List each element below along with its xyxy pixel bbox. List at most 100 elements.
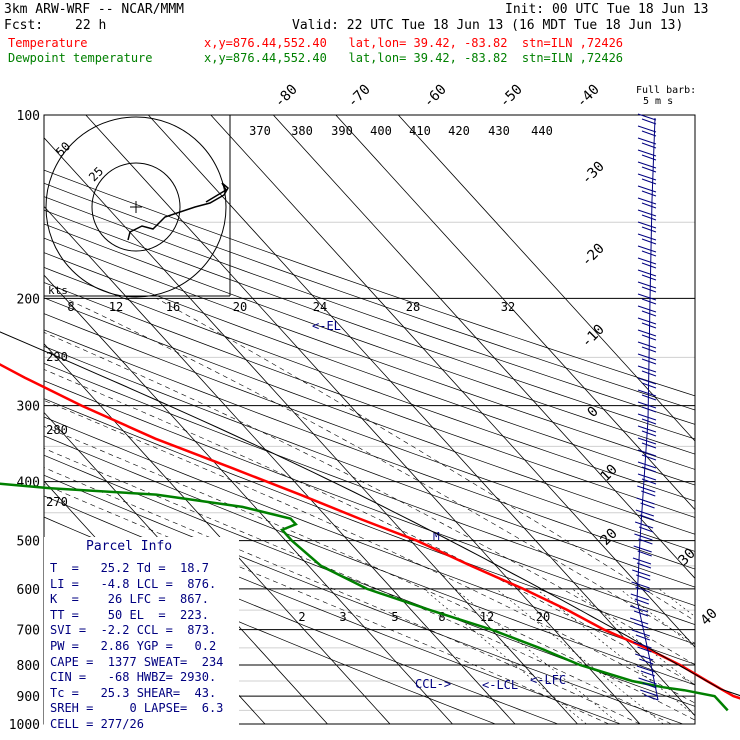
dry-adiabat	[44, 454, 695, 707]
mixing-ratio-label: 12	[480, 610, 494, 624]
isotherm-label: 40	[698, 606, 721, 629]
parcel-info-title: Parcel Info	[86, 539, 173, 554]
isotherm-label: -60	[421, 82, 450, 111]
temperature-location: x,y=876.44,552.40 lat,lon= 39.42, -83.82…	[204, 36, 624, 50]
wind-barb	[637, 161, 657, 173]
dry-adiabat	[44, 169, 695, 397]
wind-speed-label: 12	[109, 300, 123, 314]
mixing-ratio-line	[496, 588, 664, 724]
parcel-info-row: CAPE = 1377 SWEAT= 234	[50, 654, 224, 669]
wind-barb	[637, 329, 657, 341]
pressure-label: 600	[17, 583, 40, 598]
lcl-annotation: <-LCL	[482, 678, 518, 692]
dry-adiabat	[44, 252, 695, 486]
wind-barb	[635, 509, 655, 521]
wind-barb	[637, 137, 657, 149]
parcel-info-row: T = 25.2 Td = 18.7	[50, 561, 209, 575]
wind-barb	[637, 269, 657, 281]
hodograph-ring-label: 50	[53, 139, 73, 159]
pressure-label: 1000	[9, 718, 40, 733]
moist-adiabat	[44, 332, 695, 665]
wind-barb	[637, 485, 656, 497]
wind-barb	[637, 413, 657, 425]
parcel-info-rows: T = 25.2 Td = 18.7 LI = -4.8 LCL = 876. K …	[50, 561, 223, 733]
dry-adiabat	[44, 267, 695, 502]
wind-barb	[637, 185, 657, 197]
pressure-label: 700	[17, 624, 40, 639]
m-annotation: M	[433, 530, 440, 543]
parcel-info-panel: Parcel Info T = 25.2 Td = 18.7 LI = -4.8 …	[44, 537, 239, 733]
dry-adiabat	[44, 495, 622, 724]
wind-speed-label: 20	[233, 300, 247, 314]
isotherm-line	[0, 115, 15, 724]
mixing-ratio-label: 2	[298, 610, 305, 624]
dry-adiabat	[44, 329, 695, 570]
theta-label: 410	[409, 124, 431, 138]
wind-barb	[637, 473, 657, 485]
wind-speed-label: 16	[166, 300, 180, 314]
mixing-ratio-line	[619, 588, 695, 648]
wind-barb	[637, 293, 657, 305]
wind-barb	[632, 557, 652, 569]
theta-label: 380	[291, 124, 313, 138]
mixing-ratio-line	[658, 588, 695, 617]
wind-barb	[629, 605, 649, 617]
pressure-label: 200	[17, 292, 40, 307]
theta-label: 400	[370, 124, 392, 138]
dry-adiabat	[44, 380, 695, 626]
wind-barb	[630, 617, 649, 629]
dry-adiabat	[44, 182, 695, 411]
wind-barb	[637, 221, 657, 233]
wind-barb	[636, 665, 656, 677]
wind-barb	[637, 125, 657, 137]
dry-adiabat	[44, 282, 695, 518]
parcel-info-row: SVI = -2.2 CCL = 873.	[50, 623, 217, 638]
dewpoint-line	[0, 482, 729, 712]
wind-barb	[637, 425, 657, 437]
model-title: 3km ARW-WRF -- NCAR/MMM	[4, 2, 185, 17]
pressure-label: 900	[17, 690, 40, 705]
theta-label: 370	[249, 124, 271, 138]
wind-barb	[637, 113, 657, 125]
isotherm-line	[44, 274, 453, 724]
dry-adiabat	[44, 297, 695, 535]
theta-label: 390	[331, 124, 353, 138]
mixing-ratio-label: 8	[438, 610, 445, 624]
wind-barb	[637, 317, 657, 329]
parcel-info-row: K = 26 LFC = 867.	[50, 592, 209, 607]
dewpoint-location: x,y=876.44,552.40 lat,lon= 39.42, -83.82…	[204, 51, 624, 65]
wind-barbs	[629, 113, 659, 701]
parcel-info-row: SREH = 0 LAPSE= 6.3	[50, 701, 224, 716]
diagram-frame	[43, 114, 696, 725]
moist-adiabat	[44, 484, 609, 724]
wind-speed-label: 28	[406, 300, 420, 314]
wind-barb	[636, 497, 655, 509]
parcel-info-row: TT = 50 EL = 223.	[50, 607, 209, 622]
dry-adiabat	[44, 362, 695, 606]
wind-barb	[637, 449, 657, 461]
wind-barb	[637, 401, 657, 413]
dry-adiabat	[44, 416, 695, 665]
dry-adiabat	[44, 237, 695, 470]
dry-adiabat	[44, 435, 695, 686]
pressure-label: 100	[17, 109, 40, 124]
hodograph-ring-50	[45, 116, 227, 298]
isotherm-label: -40	[574, 82, 603, 111]
wind-speed-label: 8	[67, 300, 74, 314]
wind-barb	[637, 209, 657, 221]
theta-label: 430	[488, 124, 510, 138]
isotherm-line	[398, 115, 695, 442]
init-time: Init: 00 UTC Tue 18 Jun 13	[505, 2, 709, 17]
theta-label: 440	[531, 124, 553, 138]
wind-barb	[634, 521, 654, 533]
wind-barb	[637, 341, 657, 353]
wind-barb	[637, 389, 657, 401]
isotherm-line	[44, 205, 516, 724]
hodograph-origin	[130, 201, 142, 213]
isotherm-line	[210, 115, 695, 648]
forecast-label: Fcst:	[4, 18, 44, 33]
wind-barb	[640, 689, 659, 701]
wind-barb	[633, 641, 652, 653]
hodograph-trace	[127, 182, 229, 241]
